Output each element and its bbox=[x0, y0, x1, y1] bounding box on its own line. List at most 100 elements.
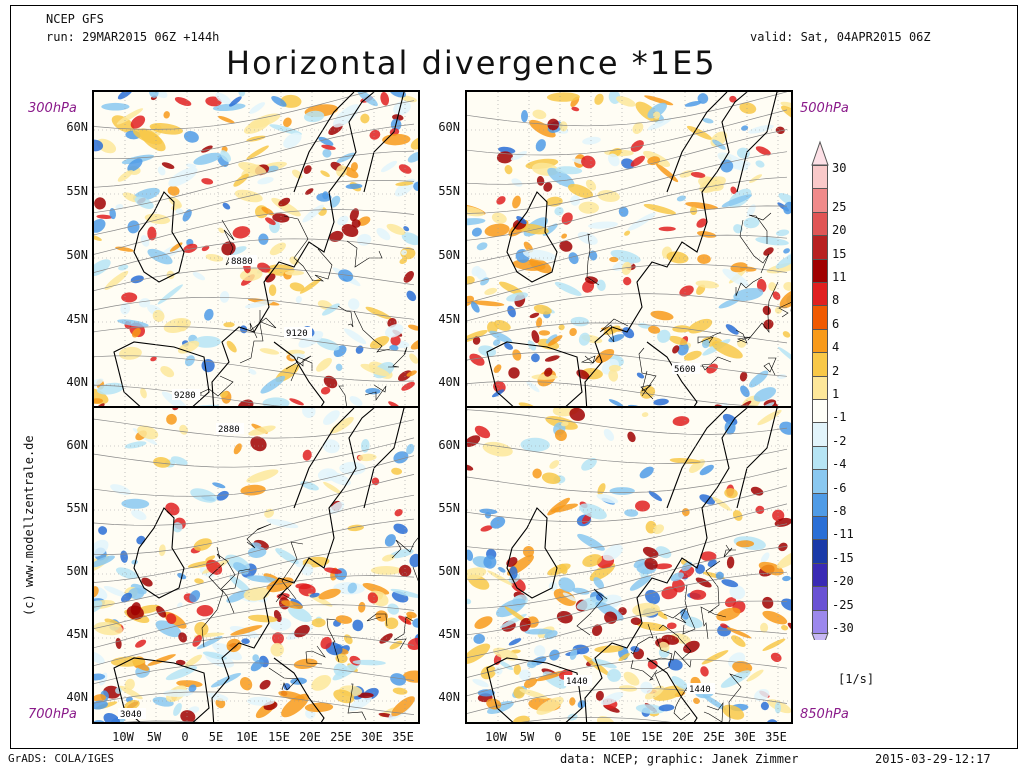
divergence-cell bbox=[772, 291, 781, 300]
divergence-cell bbox=[559, 240, 573, 252]
divergence-cell bbox=[118, 346, 142, 360]
divergence-cell bbox=[176, 318, 188, 332]
lat-label: 50N bbox=[66, 248, 88, 262]
divergence-cell bbox=[158, 544, 166, 557]
divergence-cell bbox=[341, 223, 359, 238]
divergence-cell bbox=[232, 226, 251, 239]
country-border bbox=[663, 607, 687, 624]
divergence-cell bbox=[178, 632, 188, 643]
divergence-cell bbox=[389, 548, 414, 559]
divergence-cell bbox=[511, 178, 523, 187]
divergence-cell bbox=[683, 640, 700, 654]
divergence-cell bbox=[567, 183, 594, 199]
divergence-cell bbox=[246, 145, 269, 160]
country-border bbox=[216, 546, 236, 590]
divergence-cell bbox=[121, 292, 138, 303]
divergence-cell bbox=[218, 115, 235, 124]
divergence-cell bbox=[706, 363, 718, 374]
divergence-cell bbox=[661, 634, 679, 645]
colorbar-segment bbox=[812, 282, 828, 307]
divergence-cell bbox=[258, 233, 269, 245]
colorbar-segment bbox=[812, 258, 828, 283]
divergence-cell bbox=[194, 578, 204, 584]
divergence-cell bbox=[362, 582, 390, 595]
divergence-cell bbox=[729, 585, 746, 600]
divergence-cell bbox=[349, 396, 363, 407]
contour-label: 5600 bbox=[674, 365, 696, 375]
lat-label: 45N bbox=[66, 312, 88, 326]
divergence-cell bbox=[604, 611, 618, 624]
divergence-cell bbox=[595, 593, 603, 601]
divergence-cell bbox=[298, 330, 324, 348]
geopotential-contour bbox=[467, 600, 788, 658]
country-border bbox=[221, 219, 236, 266]
geopotential-contour bbox=[94, 418, 415, 439]
divergence-cell bbox=[549, 460, 560, 469]
divergence-cell bbox=[569, 327, 577, 337]
divergence-cell bbox=[120, 302, 131, 315]
country-border bbox=[326, 618, 340, 663]
divergence-cell bbox=[690, 206, 698, 215]
geopotential-contour bbox=[94, 662, 415, 685]
lon-label: 10W bbox=[485, 730, 507, 744]
colorbar-segment bbox=[812, 492, 828, 517]
country-border bbox=[346, 240, 383, 268]
map-850hpa-svg: 1440 1440 bbox=[467, 408, 793, 722]
divergence-cell bbox=[470, 301, 480, 313]
divergence-cell bbox=[264, 508, 274, 518]
divergence-cell bbox=[467, 549, 474, 561]
divergence-cell bbox=[124, 678, 135, 691]
divergence-cell bbox=[357, 692, 374, 699]
divergence-cell bbox=[160, 365, 175, 378]
divergence-cell bbox=[774, 517, 791, 527]
geopotential-contour bbox=[467, 629, 788, 678]
divergence-cell bbox=[391, 696, 415, 717]
divergence-cell bbox=[94, 621, 123, 636]
divergence-cell bbox=[684, 101, 702, 107]
divergence-cell bbox=[392, 687, 408, 695]
divergence-cell bbox=[630, 646, 640, 653]
divergence-cell bbox=[147, 248, 173, 265]
lat-label: 60N bbox=[66, 438, 88, 452]
divergence-cell bbox=[671, 676, 689, 690]
divergence-cell bbox=[223, 322, 235, 328]
lat-label: 55N bbox=[66, 501, 88, 515]
divergence-cell bbox=[320, 636, 332, 650]
divergence-cell bbox=[685, 202, 718, 210]
country-border bbox=[391, 537, 418, 559]
divergence-cell bbox=[519, 669, 531, 681]
country-border bbox=[630, 659, 658, 681]
divergence-cell bbox=[467, 567, 487, 581]
country-border bbox=[201, 562, 225, 648]
divergence-cell bbox=[289, 398, 304, 406]
divergence-cell bbox=[184, 654, 203, 668]
divergence-cell bbox=[693, 697, 700, 705]
divergence-cell bbox=[791, 645, 793, 651]
divergence-cell bbox=[679, 170, 694, 178]
lat-label: 45N bbox=[66, 627, 88, 641]
divergence-cell bbox=[177, 602, 183, 608]
country-border bbox=[249, 317, 277, 339]
divergence-cell bbox=[504, 342, 514, 350]
geopotential-contour bbox=[94, 123, 415, 188]
divergence-cell bbox=[149, 122, 183, 135]
divergence-cell bbox=[163, 111, 170, 119]
divergence-cell bbox=[365, 306, 392, 320]
divergence-cell bbox=[536, 176, 545, 186]
map-500hpa-svg: 5600 bbox=[467, 92, 791, 408]
divergence-cell bbox=[398, 164, 412, 174]
country-border bbox=[647, 650, 692, 668]
divergence-cell bbox=[519, 688, 548, 699]
divergence-cell bbox=[750, 486, 764, 496]
divergence-cell bbox=[781, 625, 789, 631]
divergence-cell bbox=[382, 554, 395, 562]
divergence-cell bbox=[180, 710, 196, 722]
divergence-cell bbox=[701, 339, 710, 349]
divergence-cell bbox=[499, 281, 524, 296]
divergence-cell bbox=[647, 659, 658, 670]
country-border bbox=[388, 346, 408, 368]
divergence-cell bbox=[652, 524, 665, 535]
coastline bbox=[584, 408, 748, 722]
divergence-cell bbox=[196, 604, 214, 617]
country-border bbox=[290, 355, 312, 382]
